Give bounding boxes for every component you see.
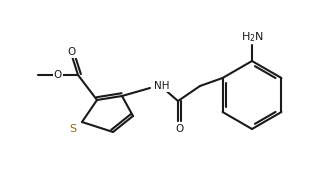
Text: H$_2$N: H$_2$N — [241, 30, 263, 44]
Text: S: S — [70, 124, 77, 134]
Text: O: O — [54, 70, 62, 80]
Text: NH: NH — [154, 81, 169, 91]
Text: O: O — [175, 124, 183, 134]
Text: O: O — [68, 47, 76, 57]
